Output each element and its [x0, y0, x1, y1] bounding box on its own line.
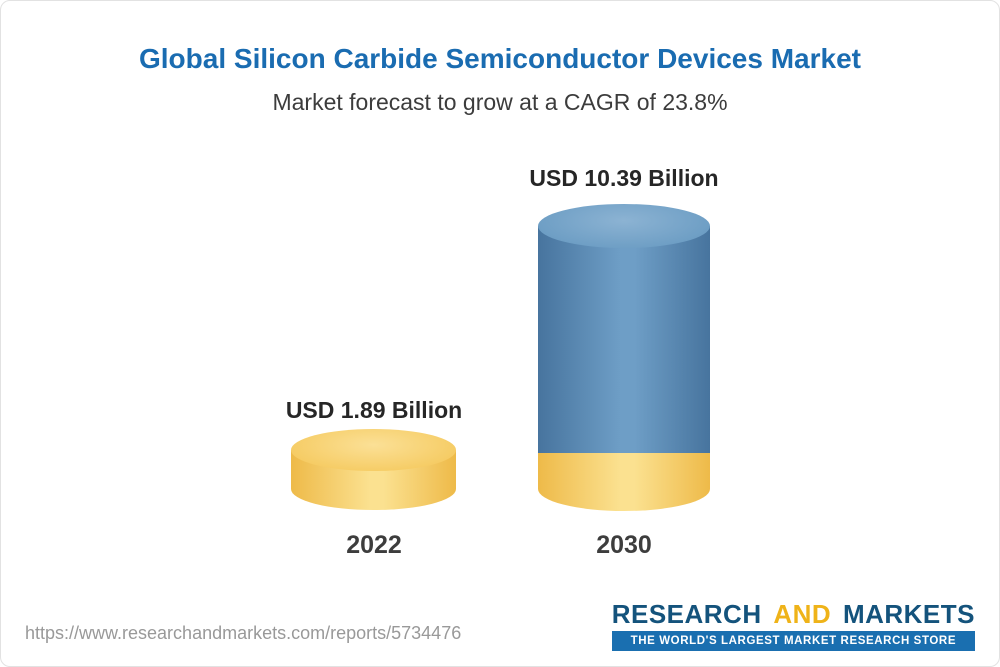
logo-text-and: AND	[773, 599, 832, 629]
logo-text-markets: MARKETS	[842, 599, 975, 629]
footer-url: https://www.researchandmarkets.com/repor…	[25, 623, 462, 643]
value-label-2022: USD 1.89 Billion	[285, 397, 463, 423]
page-subtitle: Market forecast to grow at a CAGR of 23.…	[272, 89, 728, 115]
logo-wordmark: RESEARCH AND MARKETS	[611, 599, 975, 629]
cylinder-base-band-2030	[538, 453, 710, 489]
axis-label-2030: 2030	[596, 531, 652, 559]
cylinder-top-2030	[538, 204, 710, 248]
axis-label-2022: 2022	[346, 531, 402, 559]
logo-text-research: RESEARCH	[611, 599, 762, 629]
page-title: Global Silicon Carbide Semiconductor Dev…	[139, 43, 861, 74]
logo-tagline: THE WORLD'S LARGEST MARKET RESEARCH STOR…	[611, 631, 975, 652]
value-label-2030: USD 10.39 Billion	[529, 165, 719, 191]
cylinder-body-2030	[538, 226, 710, 453]
cylinder-top-2022	[291, 429, 456, 471]
research-and-markets-logo: RESEARCH AND MARKETS THE WORLD'S LARGEST…	[611, 599, 975, 652]
